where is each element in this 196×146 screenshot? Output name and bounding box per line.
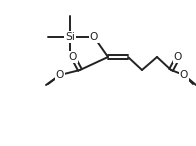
Text: O: O: [56, 70, 64, 80]
Text: O: O: [180, 70, 188, 80]
Text: O: O: [90, 32, 98, 42]
Text: Si: Si: [65, 32, 75, 42]
Text: O: O: [174, 52, 182, 62]
Text: O: O: [69, 52, 77, 62]
